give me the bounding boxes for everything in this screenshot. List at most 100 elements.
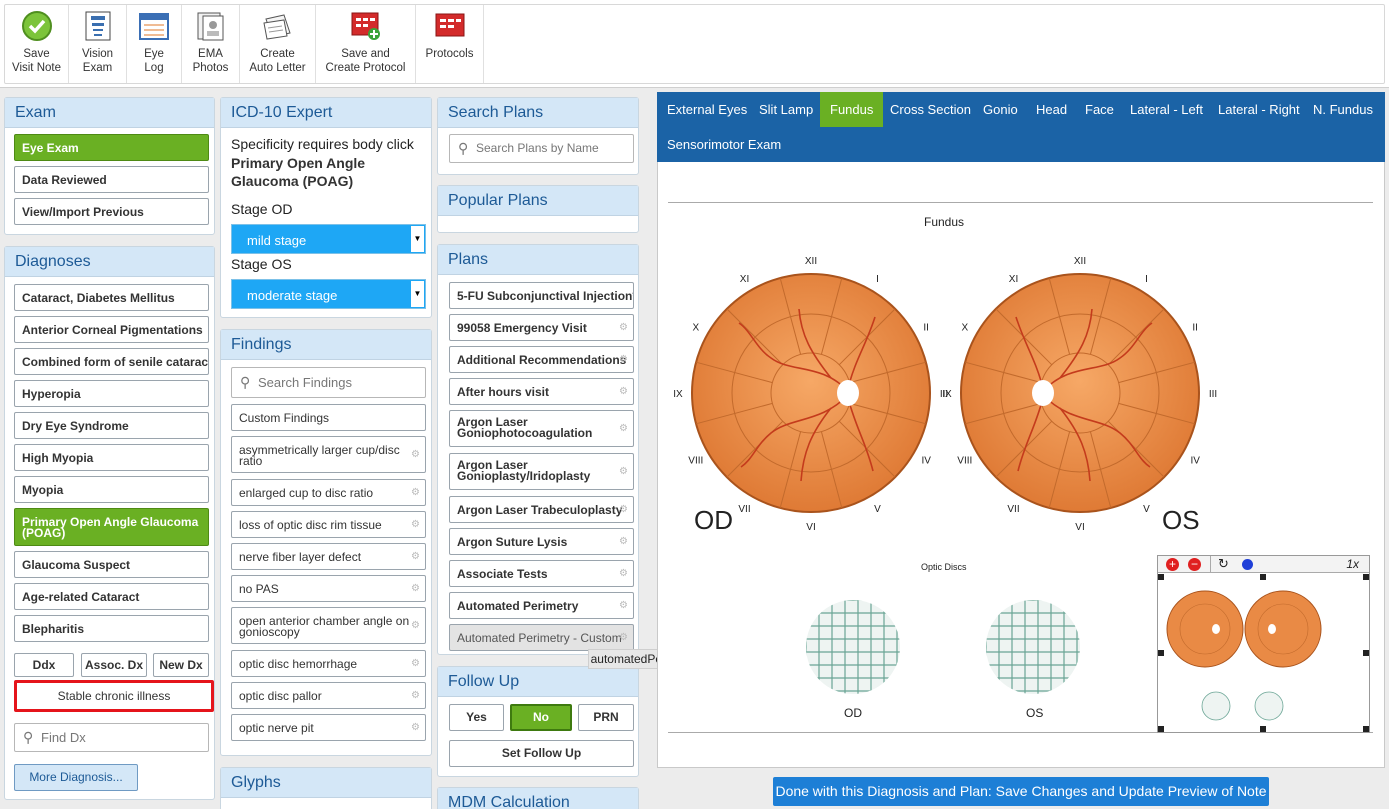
tab-fundus[interactable]: Fundus	[820, 92, 884, 127]
save-visit-note-label2: Visit Note	[11, 62, 61, 74]
done-save-button[interactable]: Done with this Diagnosis and Plan: Save …	[773, 777, 1269, 806]
plan-item-hovered[interactable]: Automated Perimetry - Custom ⚙	[449, 624, 634, 651]
plan-item[interactable]: Associate Tests ⚙	[449, 560, 634, 587]
tab-cross-section[interactable]: Cross Section	[890, 102, 971, 117]
gear-icon[interactable]: ⚙	[619, 422, 628, 434]
new-dx-button[interactable]: New Dx	[153, 653, 209, 677]
os-optic-disc-grid[interactable]	[978, 592, 1088, 702]
gear-icon[interactable]: ⚙	[411, 689, 420, 701]
finding-item[interactable]: loss of optic disc rim tissue ⚙	[231, 511, 426, 538]
reset-icon[interactable]: ↻	[1218, 556, 1229, 571]
gear-icon[interactable]: ⚙	[411, 550, 420, 562]
diagnosis-item[interactable]: High Myopia	[14, 444, 209, 471]
zoom-in-icon[interactable]: +	[1166, 558, 1179, 571]
diagnosis-item[interactable]: Myopia	[14, 476, 209, 503]
gear-icon[interactable]: ⚙	[619, 631, 628, 643]
tab-face[interactable]: Face	[1085, 102, 1114, 117]
more-diagnosis-button[interactable]: More Diagnosis...	[14, 764, 138, 791]
assoc-dx-button[interactable]: Assoc. Dx	[81, 653, 147, 677]
protocols-button[interactable]: Protocols	[416, 5, 484, 83]
exam-item-eye-exam[interactable]: Eye Exam	[14, 134, 209, 161]
finding-item[interactable]: no PAS ⚙	[231, 575, 426, 602]
finding-item[interactable]: Custom Findings	[231, 404, 426, 431]
stable-chronic-illness-button[interactable]: Stable chronic illness	[14, 680, 214, 712]
gear-icon[interactable]: ⚙	[411, 486, 420, 498]
clock-hour-label: VII	[738, 504, 750, 515]
diagnosis-item[interactable]: Hyperopia	[14, 380, 209, 407]
stage-os-select[interactable]: moderate stage ▼	[231, 279, 426, 309]
od-optic-disc-grid[interactable]	[798, 592, 908, 702]
tab-lateral-right[interactable]: Lateral - Right	[1218, 102, 1300, 117]
plan-item[interactable]: 5-FU Subconjunctival Injection*	[449, 282, 634, 309]
diagnosis-item[interactable]: Combined form of senile cataract	[14, 348, 209, 375]
eye-log-button[interactable]: Eye Log	[127, 5, 182, 83]
plan-item[interactable]: Argon Suture Lysis ⚙	[449, 528, 634, 555]
preview-toolbar: + − ↻ 1x	[1158, 556, 1369, 573]
tab-lateral-left[interactable]: Lateral - Left	[1130, 102, 1203, 117]
finding-item[interactable]: nerve fiber layer defect ⚙	[231, 543, 426, 570]
gear-icon[interactable]: ⚙	[619, 567, 628, 579]
ema-photos-button[interactable]: EMA Photos	[182, 5, 240, 83]
finding-item[interactable]: open anterior chamber angle on gonioscop…	[231, 607, 426, 644]
tab-external-eyes[interactable]: External Eyes	[667, 102, 748, 117]
tab-sensorimotor-exam[interactable]: Sensorimotor Exam	[667, 137, 782, 152]
save-visit-note-button[interactable]: Save Visit Note	[5, 5, 69, 83]
gear-icon[interactable]: ⚙	[411, 721, 420, 733]
exam-item-data-reviewed[interactable]: Data Reviewed	[14, 166, 209, 193]
set-follow-up-button[interactable]: Set Follow Up	[449, 740, 634, 767]
finding-item[interactable]: asymmetrically larger cup/disc ratio ⚙	[231, 436, 426, 473]
gear-icon[interactable]: ⚙	[619, 599, 628, 611]
diagnosis-item[interactable]: Anterior Corneal Pigmentations	[14, 316, 209, 343]
follow-up-yes-button[interactable]: Yes	[449, 704, 504, 731]
follow-up-prn-button[interactable]: PRN	[578, 704, 634, 731]
diagnosis-item[interactable]: Blepharitis	[14, 615, 209, 642]
clock-hour-label: I	[1145, 274, 1148, 285]
gear-icon[interactable]: ⚙	[619, 535, 628, 547]
finding-item[interactable]: enlarged cup to disc ratio ⚙	[231, 479, 426, 506]
gear-icon[interactable]: ⚙	[619, 465, 628, 477]
gear-icon[interactable]: ⚙	[411, 619, 420, 631]
finding-item[interactable]: optic disc pallor ⚙	[231, 682, 426, 709]
find-dx-input[interactable]: ⚲ Find Dx	[14, 723, 209, 752]
tab-slit-lamp[interactable]: Slit Lamp	[759, 102, 814, 117]
gear-icon[interactable]: ⚙	[619, 321, 628, 333]
preview-panel[interactable]: + − ↻ 1x	[1157, 555, 1370, 733]
search-plans-input[interactable]: ⚲ Search Plans by Name	[449, 134, 634, 163]
follow-up-no-button[interactable]: No	[510, 704, 572, 731]
search-findings-input[interactable]: ⚲ Search Findings	[231, 367, 426, 398]
mdm-panel: MDM Calculation	[437, 787, 639, 809]
plan-item[interactable]: Argon Laser Trabeculoplasty ⚙	[449, 496, 634, 523]
plan-item[interactable]: Automated Perimetry ⚙	[449, 592, 634, 619]
gear-icon[interactable]: ⚙	[619, 353, 628, 365]
plan-item[interactable]: Argon Laser Gonioplasty/Iridoplasty ⚙	[449, 453, 634, 490]
gear-icon[interactable]: ⚙	[411, 582, 420, 594]
plan-item[interactable]: Additional Recommendations ⚙	[449, 346, 634, 373]
diagnosis-item[interactable]: Glaucoma Suspect	[14, 551, 209, 578]
create-auto-letter-button[interactable]: Create Auto Letter	[240, 5, 316, 83]
diagnosis-item[interactable]: Cataract, Diabetes Mellitus	[14, 284, 209, 311]
save-create-protocol-button[interactable]: Save and Create Protocol	[316, 5, 416, 83]
finding-item[interactable]: optic disc hemorrhage ⚙	[231, 650, 426, 677]
ddx-button[interactable]: Ddx	[14, 653, 74, 677]
gear-icon[interactable]: ⚙	[411, 518, 420, 530]
tab-n-fundus[interactable]: N. Fundus	[1313, 102, 1373, 117]
vision-exam-button[interactable]: Vision Exam	[69, 5, 127, 83]
diagnosis-item[interactable]: Dry Eye Syndrome	[14, 412, 209, 439]
plan-item[interactable]: 99058 Emergency Visit ⚙	[449, 314, 634, 341]
color-dot-icon[interactable]	[1242, 559, 1253, 570]
zoom-out-icon[interactable]: −	[1188, 558, 1201, 571]
tab-gonio[interactable]: Gonio	[983, 102, 1018, 117]
plan-item[interactable]: After hours visit ⚙	[449, 378, 634, 405]
plan-item[interactable]: Argon Laser Goniophotocoagulation ⚙	[449, 410, 634, 447]
gear-icon[interactable]: ⚙	[411, 657, 420, 669]
stage-od-select[interactable]: mild stage ▼	[231, 224, 426, 254]
finding-item[interactable]: optic nerve pit ⚙	[231, 714, 426, 741]
diagnosis-item[interactable]: Age-related Cataract	[14, 583, 209, 610]
gear-icon[interactable]: ⚙	[411, 448, 420, 460]
gear-icon[interactable]: ⚙	[619, 503, 628, 515]
tab-head[interactable]: Head	[1036, 102, 1068, 117]
exam-item-view-import[interactable]: View/Import Previous	[14, 198, 209, 225]
gear-icon[interactable]: ⚙	[619, 385, 628, 397]
diagnosis-item-selected[interactable]: Primary Open Angle Glaucoma (POAG)	[14, 508, 209, 546]
